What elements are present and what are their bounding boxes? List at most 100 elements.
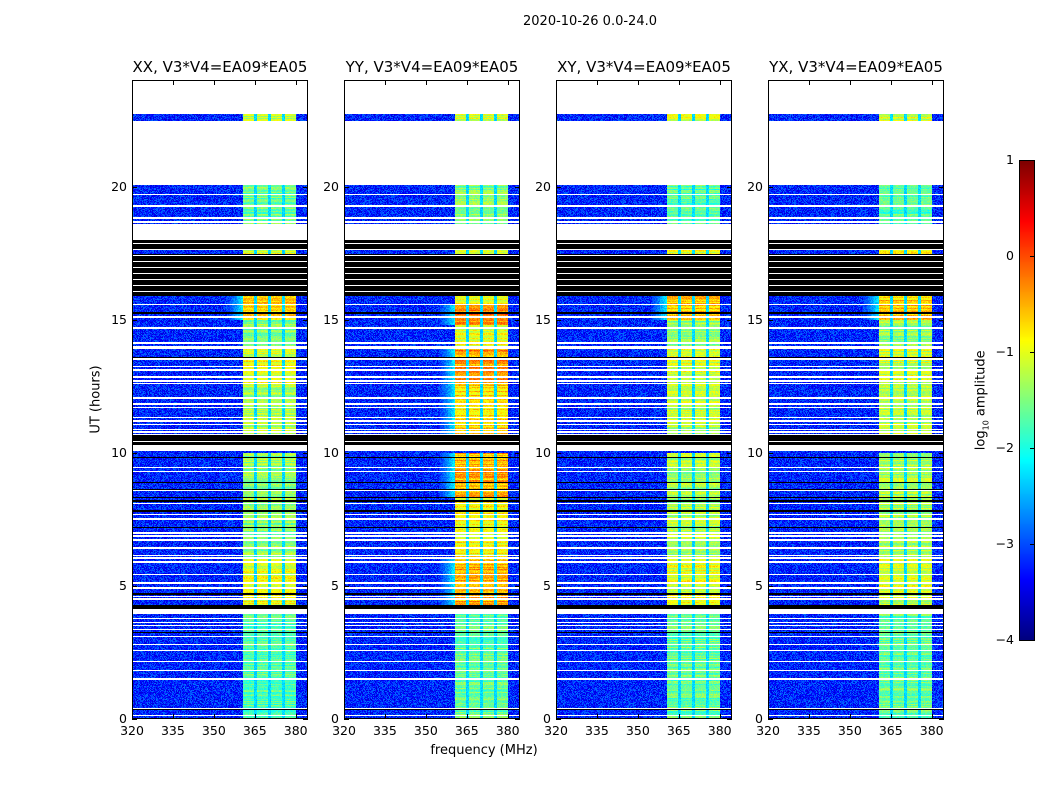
y-tick-mark — [768, 585, 773, 587]
x-tick-mark — [295, 714, 297, 719]
y-tick-label: 0 — [119, 711, 127, 726]
y-tick-mark — [727, 452, 732, 454]
panel-title: XY, V3*V4=EA09*EA05 — [557, 58, 731, 76]
colorbar — [1019, 160, 1035, 641]
y-tick-mark — [303, 585, 308, 587]
y-tick-mark — [768, 719, 773, 720]
x-tick-mark — [344, 80, 345, 85]
x-tick-mark — [425, 80, 427, 85]
x-tick-label: 350 — [837, 723, 862, 738]
x-tick-mark — [466, 80, 468, 85]
y-tick-label: 15 — [323, 311, 339, 327]
heatmap-panel — [344, 80, 520, 719]
heatmap-image — [769, 81, 943, 718]
y-axis-label: UT (hours) — [88, 365, 104, 434]
x-tick-label: 380 — [919, 723, 944, 738]
x-tick-mark — [384, 80, 386, 85]
x-tick-mark — [172, 80, 174, 85]
colorbar-tick-mark — [1030, 640, 1034, 641]
heatmap-panel — [556, 80, 732, 719]
x-tick-label: 320 — [756, 723, 780, 738]
x-tick-mark — [172, 714, 174, 719]
y-tick-label: 5 — [119, 577, 127, 593]
x-tick-mark — [344, 714, 345, 719]
y-tick-mark — [556, 186, 561, 188]
y-tick-label: 0 — [543, 711, 551, 726]
y-tick-mark — [939, 186, 944, 188]
x-tick-mark — [678, 714, 680, 719]
colorbar-tick-label: −4 — [995, 632, 1014, 647]
y-tick-label: 5 — [543, 577, 551, 593]
y-tick-mark — [132, 719, 137, 720]
colorbar-tick-mark — [1030, 352, 1034, 353]
y-tick-label: 15 — [111, 311, 127, 327]
x-tick-mark — [890, 80, 892, 85]
x-tick-label: 350 — [201, 723, 226, 738]
heatmap-image — [557, 81, 731, 718]
y-tick-mark — [515, 319, 520, 321]
x-tick-label: 365 — [242, 723, 267, 738]
colorbar-tick-mark — [1030, 256, 1034, 257]
colorbar-label-prefix: log — [973, 430, 989, 451]
y-tick-mark — [515, 186, 520, 188]
colorbar-tick-mark — [1030, 160, 1034, 161]
x-tick-mark — [254, 80, 256, 85]
x-tick-mark — [213, 80, 215, 85]
x-tick-mark — [254, 714, 256, 719]
x-tick-mark — [556, 80, 557, 85]
y-tick-mark — [556, 319, 561, 321]
x-tick-mark — [931, 80, 933, 85]
y-tick-label: 10 — [535, 444, 551, 460]
x-tick-mark — [637, 714, 639, 719]
y-tick-mark — [556, 585, 561, 587]
colorbar-tick-label: −2 — [995, 440, 1014, 455]
x-tick-mark — [425, 714, 427, 719]
y-tick-mark — [727, 585, 732, 587]
panel-title: YX, V3*V4=EA09*EA05 — [769, 58, 943, 76]
heatmap-image — [133, 81, 307, 718]
y-tick-mark — [515, 719, 520, 720]
heatmap-image — [345, 81, 519, 718]
x-tick-label: 380 — [707, 723, 732, 738]
x-tick-mark — [466, 714, 468, 719]
y-tick-mark — [556, 452, 561, 454]
y-tick-label: 15 — [535, 311, 551, 327]
y-tick-label: 10 — [747, 444, 763, 460]
x-tick-label: 365 — [878, 723, 903, 738]
x-tick-label: 380 — [283, 723, 308, 738]
colorbar-tick-label: 1 — [1006, 152, 1014, 167]
x-tick-mark — [678, 80, 680, 85]
x-tick-mark — [719, 714, 721, 719]
x-tick-mark — [931, 714, 933, 719]
y-tick-mark — [727, 719, 732, 720]
x-tick-label: 365 — [666, 723, 691, 738]
colorbar-tick-label: −1 — [995, 344, 1014, 359]
x-tick-mark — [890, 714, 892, 719]
colorbar-label-sub: 10 — [981, 420, 991, 431]
x-tick-label: 335 — [372, 723, 397, 738]
panel-title: YY, V3*V4=EA09*EA05 — [345, 58, 519, 76]
x-tick-label: 335 — [160, 723, 185, 738]
x-tick-label: 350 — [625, 723, 650, 738]
y-tick-mark — [939, 452, 944, 454]
panel-title: XX, V3*V4=EA09*EA05 — [132, 58, 308, 76]
y-tick-label: 15 — [747, 311, 763, 327]
x-tick-label: 365 — [454, 723, 479, 738]
x-tick-mark — [596, 80, 598, 85]
x-tick-label: 335 — [584, 723, 609, 738]
x-tick-mark — [132, 80, 133, 85]
y-tick-mark — [939, 585, 944, 587]
x-tick-label: 320 — [120, 723, 144, 738]
y-tick-label: 20 — [535, 178, 551, 194]
x-axis-label: frequency (MHz) — [430, 743, 538, 758]
y-tick-mark — [132, 186, 137, 188]
y-tick-mark — [132, 585, 137, 587]
y-tick-mark — [344, 452, 349, 454]
y-tick-label: 0 — [755, 711, 763, 726]
heatmap-panel — [132, 80, 308, 719]
y-tick-mark — [556, 719, 561, 720]
x-tick-mark — [295, 80, 297, 85]
x-tick-label: 380 — [495, 723, 520, 738]
y-tick-label: 20 — [747, 178, 763, 194]
y-tick-mark — [344, 319, 349, 321]
